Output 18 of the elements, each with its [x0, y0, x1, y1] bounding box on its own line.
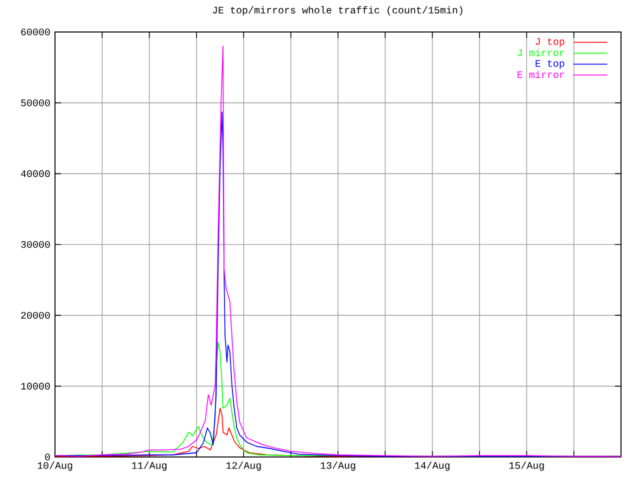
legend-label: J mirror	[518, 48, 564, 56]
y-tick-label: 60000	[21, 28, 50, 36]
y-tick-label: 10000	[21, 382, 50, 390]
legend-label: E top	[536, 60, 564, 69]
y-tick-label: 0	[45, 454, 50, 460]
x-tick-label: 12/Aug	[226, 462, 261, 471]
y-tick-label: 40000	[20, 170, 50, 178]
y-tick-label: 30000	[21, 241, 50, 248]
chart-title: JE top/mirrors whole traffic (count/15min)	[212, 6, 462, 16]
x-tick-label: 11/Aug	[132, 462, 166, 471]
y-tick-label: 50000	[21, 99, 50, 106]
x-tick-label: 14/Aug	[415, 462, 450, 471]
x-tick-label: 13/Aug	[320, 462, 356, 471]
y-tick-label: 20000	[21, 312, 50, 319]
x-tick-label: 10/Aug	[38, 462, 72, 471]
x-tick-label: 15/Aug	[509, 462, 544, 471]
legend-label: E mirror	[518, 70, 564, 78]
legend-label: J top	[536, 38, 564, 47]
